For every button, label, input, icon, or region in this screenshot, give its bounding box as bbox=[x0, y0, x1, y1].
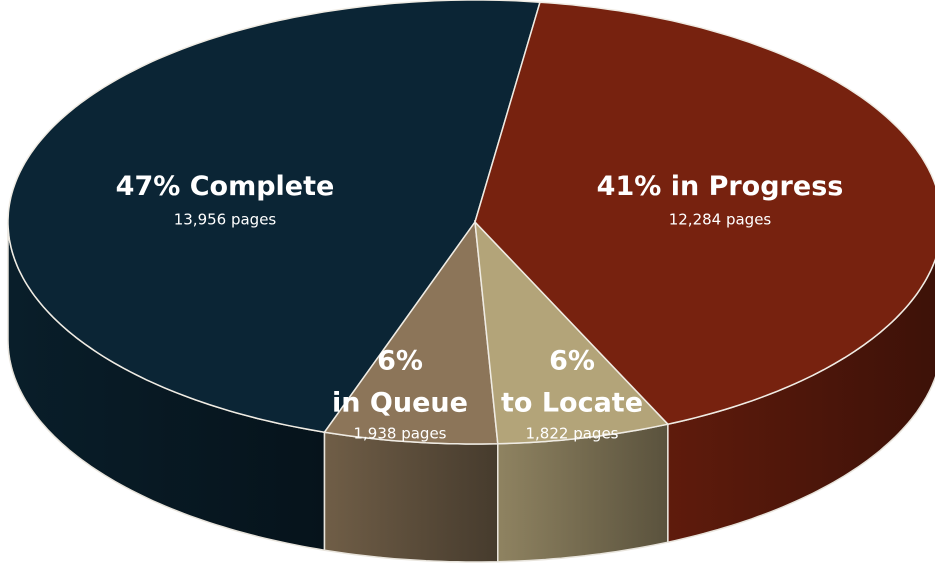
slice-label: 47% Complete bbox=[116, 171, 335, 202]
slice-category: in Progress bbox=[671, 171, 844, 202]
slice-percent: 41% bbox=[597, 171, 662, 202]
slice-label: 41% in Progress bbox=[597, 171, 844, 202]
slice-percent: 6% bbox=[377, 346, 423, 377]
slice-pages: 1,822 pages bbox=[526, 425, 619, 443]
pie-slice bbox=[474, 1, 935, 426]
pie-slice bbox=[323, 219, 499, 445]
slice-percent: 47% bbox=[116, 171, 181, 202]
slice-side bbox=[497, 423, 669, 563]
slice-percent: 6% bbox=[549, 346, 595, 377]
pie-slice bbox=[7, 0, 541, 434]
slice-pages: 12,284 pages bbox=[669, 211, 772, 229]
pie-slice bbox=[474, 219, 670, 445]
slice-pages: 13,956 pages bbox=[174, 211, 277, 229]
slice-label: to Locate bbox=[501, 388, 643, 419]
slice-side bbox=[323, 431, 499, 563]
slice-pages: 1,938 pages bbox=[354, 425, 447, 443]
slice-label: in Queue bbox=[332, 388, 468, 419]
slice-category: Complete bbox=[190, 171, 335, 202]
